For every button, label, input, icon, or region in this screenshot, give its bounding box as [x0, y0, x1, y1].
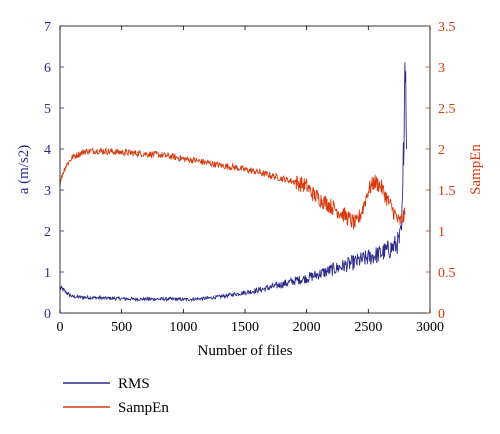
right-y-tick-label: 1.5: [438, 184, 456, 199]
series-points-sampen: [59, 150, 406, 225]
right-y-tick-label: 0.5: [438, 266, 456, 281]
x-tick-label: 2500: [354, 320, 382, 335]
left-y-tick-label: 7: [44, 20, 51, 35]
legend-label-sampen: SampEn: [118, 400, 169, 416]
left-y-tick-label: 0: [44, 307, 51, 322]
plot-lines: [59, 38, 408, 303]
x-tick-label: 1000: [169, 320, 197, 335]
x-tick-label: 0: [57, 320, 64, 335]
right-y-tick-label: 3.5: [438, 20, 456, 35]
x-axis: 0 500 1000 1500 2000 2500 3000: [57, 26, 444, 335]
x-tick-label: 500: [111, 320, 132, 335]
left-y-axis: 0 1 2 3 4 5 6 7: [44, 20, 64, 322]
x-axis-label: Number of files: [198, 343, 293, 359]
legend-label-rms: RMS: [118, 376, 150, 392]
left-y-tick-label: 6: [44, 61, 51, 76]
x-tick-label: 3000: [416, 320, 444, 335]
x-tick-label: 1500: [231, 320, 259, 335]
left-y-tick-label: 4: [44, 143, 51, 158]
right-y-axis: 0 0.5 1 1.5 2 2.5 3 3.5: [426, 20, 456, 322]
right-y-tick-label: 2: [438, 143, 445, 158]
left-y-axis-label: a (m/s2): [16, 145, 32, 195]
right-y-tick-label: 1: [438, 225, 445, 240]
right-y-tick-label: 3: [438, 61, 445, 76]
series-line-sampen: [59, 147, 406, 230]
right-y-axis-label: SampEn: [468, 144, 484, 195]
legend: RMS SampEn: [63, 376, 169, 416]
series-line-rms: [59, 62, 408, 303]
left-y-tick-label: 2: [44, 225, 51, 240]
right-y-tick-label: 2.5: [438, 102, 456, 117]
left-y-tick-label: 1: [44, 266, 51, 281]
x-tick-label: 2000: [293, 320, 321, 335]
right-y-tick-label: 0: [438, 307, 445, 322]
left-y-tick-label: 3: [44, 184, 51, 199]
left-y-tick-label: 5: [44, 102, 51, 117]
